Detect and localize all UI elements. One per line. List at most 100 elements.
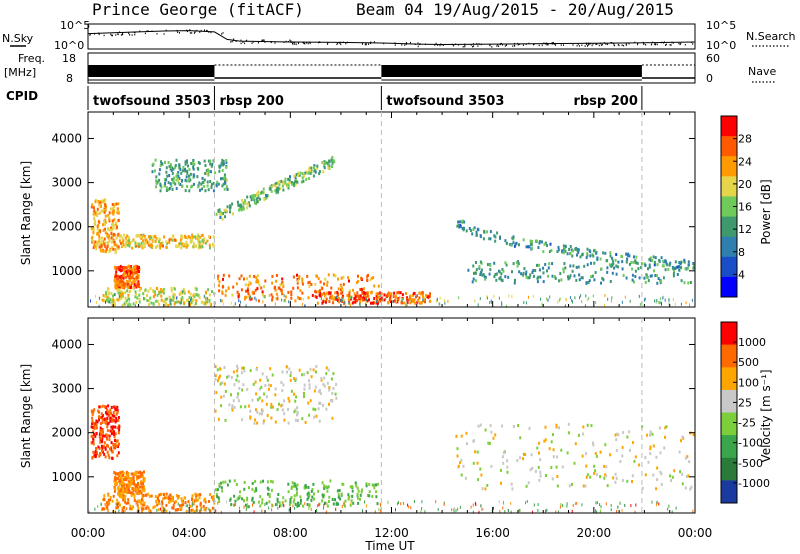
velocity-cell: [115, 502, 118, 506]
velocity-speckle: [408, 505, 410, 509]
velocity-cell: [91, 434, 94, 438]
power-cell: [123, 282, 125, 286]
power-cell: [308, 167, 311, 171]
colorbar-segment: [721, 322, 737, 346]
power-cell: [96, 240, 99, 244]
velocity-cell: [318, 401, 321, 405]
velocity-cell: [267, 492, 269, 496]
power-cell: [626, 257, 629, 261]
velocity-speckle: [243, 505, 245, 509]
velocity-cell: [234, 499, 237, 503]
noise-sky-point: [613, 42, 615, 45]
velocity-cell: [371, 483, 374, 487]
y-tick-label: 4000: [51, 337, 82, 351]
velocity-cell: [239, 405, 242, 409]
power-cell: [206, 180, 209, 184]
velocity-cell: [230, 393, 232, 397]
power-cell: [195, 302, 197, 306]
velocity-cell: [118, 428, 121, 432]
power-cell: [161, 241, 164, 245]
velocity-cell: [136, 499, 139, 503]
power-cell: [107, 236, 110, 240]
velocity-speckle: [318, 503, 320, 507]
noise-sky-point: [204, 29, 205, 31]
velocity-cell: [477, 478, 480, 482]
power-cell: [160, 185, 163, 189]
power-cell: [251, 194, 254, 198]
power-speckle: [365, 302, 367, 306]
velocity-speckle: [206, 508, 208, 512]
power-cell: [165, 245, 168, 249]
velocity-cell: [218, 376, 221, 380]
noise-sky-point: [502, 44, 503, 46]
velocity-cell: [129, 504, 132, 508]
velocity-cell: [276, 408, 279, 412]
power-cell: [107, 299, 110, 303]
power-cell: [248, 274, 251, 278]
power-cell: [399, 291, 402, 295]
power-cell: [625, 276, 628, 280]
power-speckle: [143, 296, 145, 300]
power-cell: [105, 298, 108, 302]
power-cell: [203, 184, 206, 188]
power-cell: [120, 234, 122, 238]
velocity-cell: [311, 495, 314, 499]
power-cell: [194, 286, 197, 290]
power-cell: [408, 298, 411, 302]
power-cell: [587, 280, 590, 284]
velocity-cell: [614, 472, 617, 476]
velocity-cell: [127, 486, 130, 490]
power-cell: [569, 245, 572, 248]
power-cell: [421, 291, 424, 294]
velocity-cell: [237, 399, 240, 403]
power-cell: [115, 221, 118, 225]
power-cell: [177, 174, 180, 178]
velocity-speckle: [599, 509, 601, 513]
power-cell: [301, 282, 304, 286]
velocity-cell: [595, 454, 598, 458]
noise-sky-point: [144, 32, 146, 35]
power-cell: [389, 297, 392, 301]
power-cell: [578, 273, 581, 277]
power-cell: [136, 234, 139, 238]
power-cell: [354, 300, 357, 304]
power-cell: [112, 212, 115, 216]
power-speckle: [668, 302, 670, 306]
power-cell: [611, 259, 614, 263]
power-cell: [171, 171, 174, 175]
power-cell: [647, 279, 650, 283]
velocity-cell: [91, 440, 94, 444]
power-cell: [123, 233, 126, 237]
power-cell: [142, 245, 145, 249]
velocity-cell: [219, 382, 222, 386]
velocity-cell: [368, 494, 371, 498]
velocity-cell: [172, 503, 175, 507]
velocity-cell: [511, 487, 514, 491]
power-cell: [97, 223, 100, 227]
power-cell: [139, 235, 142, 239]
velocity-cell: [120, 476, 123, 480]
power-speckle: [189, 303, 191, 307]
power-cell: [640, 262, 643, 265]
power-cell: [692, 266, 695, 270]
power-cell: [248, 204, 251, 208]
power-cell: [168, 240, 171, 244]
power-cell: [114, 281, 117, 285]
noise-sky-point: [187, 30, 188, 33]
power-cell: [660, 256, 663, 260]
noise-sky-point: [578, 45, 580, 47]
power-cell: [318, 293, 321, 297]
velocity-cell: [113, 435, 116, 439]
power-cell: [207, 188, 210, 192]
velocity-cell: [323, 487, 326, 490]
power-cell: [92, 211, 95, 215]
power-speckle: [281, 298, 283, 302]
velocity-cell: [293, 484, 295, 488]
velocity-cell: [121, 481, 124, 485]
velocity-cell: [198, 509, 201, 513]
power-cell: [307, 296, 310, 300]
power-cell: [323, 291, 326, 295]
power-cell: [201, 187, 203, 191]
power-cell: [253, 201, 256, 205]
power-cell: [165, 186, 168, 190]
